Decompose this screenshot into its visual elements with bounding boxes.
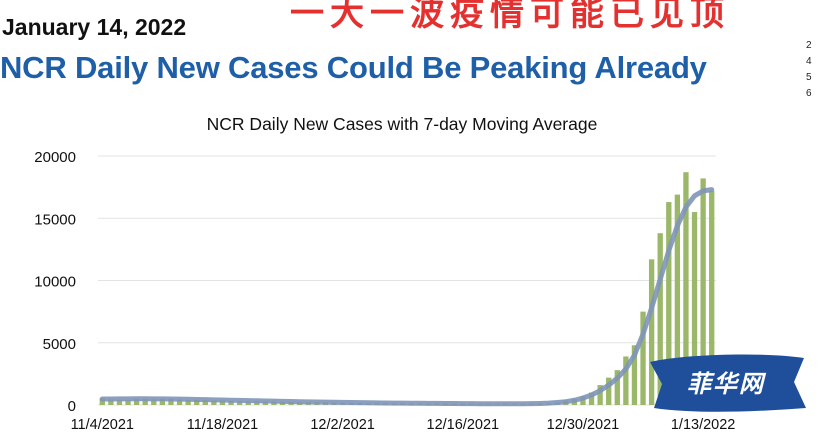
bar [108, 399, 114, 405]
bar [211, 400, 217, 405]
bar [142, 399, 148, 405]
bar [640, 311, 646, 405]
bar [588, 392, 595, 405]
side-text-line: 4 [806, 56, 812, 67]
red-banner: 一大一波疫情可能已见顶 [290, 0, 730, 33]
bar [236, 401, 243, 405]
bar [133, 398, 140, 405]
headline: NCR Daily New Cases Could Be Peaking Alr… [0, 50, 707, 85]
bar [194, 399, 200, 405]
bar [176, 399, 183, 405]
x-tick-label: 11/18/2021 [187, 417, 259, 433]
bar [614, 370, 620, 405]
bar [168, 398, 174, 405]
bar [683, 172, 689, 405]
bar [125, 400, 131, 405]
side-text-line: 2 [806, 40, 812, 51]
bar [159, 399, 166, 405]
y-tick-label: 5000 [43, 336, 76, 353]
bar [674, 194, 681, 405]
x-tick-label: 1/13/2022 [671, 417, 736, 433]
chart-title: NCR Daily New Cases with 7-day Moving Av… [207, 114, 598, 134]
moving-average-line [99, 187, 715, 407]
bar [202, 400, 208, 405]
x-tick-label: 12/30/2021 [547, 417, 620, 433]
report-date: January 14, 2022 [2, 14, 187, 40]
side-text-line: 5 [806, 72, 812, 83]
bar [151, 399, 157, 405]
bar [245, 401, 251, 405]
y-tick-label: 20000 [34, 149, 76, 166]
bar [580, 396, 586, 405]
bar [606, 377, 612, 405]
x-tick-label: 11/4/2021 [71, 417, 134, 433]
y-tick-label: 10000 [34, 274, 76, 291]
bar [709, 190, 715, 405]
bar [116, 399, 123, 405]
watermark-text: 菲华网 [687, 371, 765, 398]
x-axis: 11/4/2021 11/18/2021 12/2/2021 12/16/2021 12… [71, 417, 736, 433]
side-text-line: 6 [806, 88, 812, 99]
x-tick-label: 12/16/2021 [427, 417, 500, 433]
bar [691, 212, 698, 405]
x-tick-label: 12/2/2021 [310, 417, 375, 433]
bar [228, 400, 234, 405]
bar [597, 385, 603, 405]
bar [219, 400, 226, 405]
watermark-brush-shape [650, 354, 806, 412]
bar [623, 356, 629, 405]
side-text: 2 4 5 6 [806, 38, 820, 102]
cases-chart: NCR Daily New Cases with 7-day Moving Av… [34, 114, 736, 433]
y-tick-label: 15000 [34, 211, 76, 228]
y-tick-label: 0 [68, 398, 76, 415]
bar [631, 345, 638, 405]
site-watermark [650, 354, 806, 412]
y-axis: 0 5000 10000 15000 20000 [34, 149, 76, 415]
bar [185, 400, 191, 405]
bar [657, 233, 663, 405]
bar [648, 259, 655, 405]
bar [99, 398, 105, 405]
bar [666, 202, 672, 405]
moving-average-series [99, 187, 715, 407]
bar [700, 178, 706, 405]
